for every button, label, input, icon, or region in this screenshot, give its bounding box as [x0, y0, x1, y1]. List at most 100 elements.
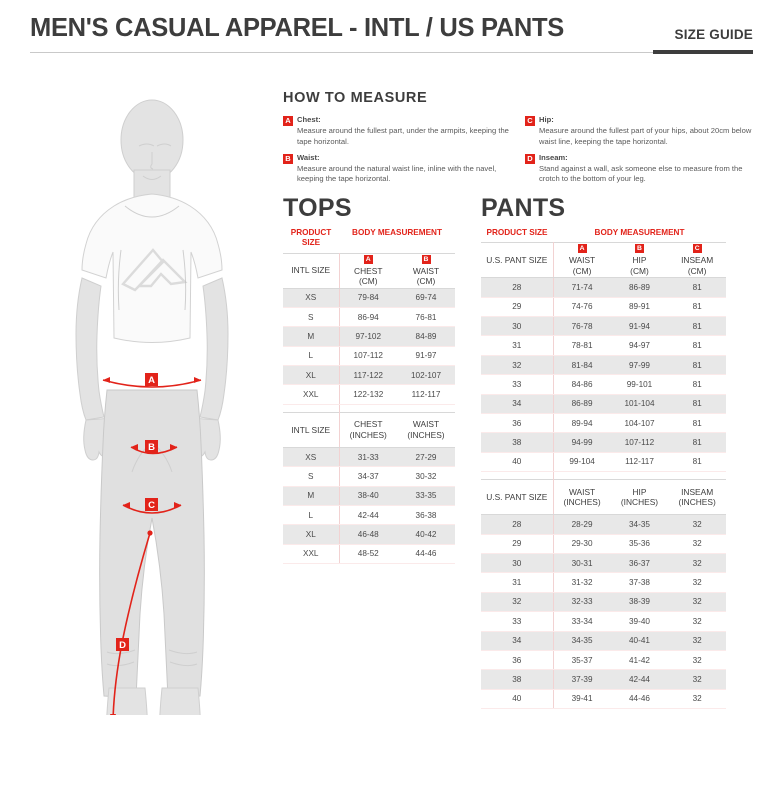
table-row: S 86-94 76-81 [283, 307, 455, 328]
pants-metric-column-header-3: C INSEAM (CM) [668, 242, 726, 279]
svg-text:A: A [148, 375, 155, 386]
pants-imperial-column-header-2: HIP (INCHES) [610, 479, 669, 516]
pants-group-header-body: BODY MEASUREMENT [594, 228, 685, 237]
measurement-cell: 32 [668, 611, 726, 632]
pants-imperial-column-label: HIP (INCHES) [620, 486, 659, 508]
how-to-measure-section: HOW TO MEASURE A Chest: Measure around t… [283, 90, 753, 190]
measurement-cell: 32 [668, 592, 726, 613]
size-cell: S [283, 307, 340, 328]
measurement-cell: 31-33 [338, 447, 397, 468]
table-row: M 38-40 33-35 [283, 486, 455, 507]
pants-size-table-section: PANTS PRODUCT SIZE BODY MEASUREMENT U.S.… [481, 194, 726, 710]
table-row: L 107-112 91-97 [283, 346, 455, 367]
measurement-cell: 99-101 [610, 374, 669, 395]
tops-metric-column-label: INTL SIZE [291, 265, 331, 276]
measurement-cell: 41-42 [610, 650, 669, 671]
measurement-cell: 33-35 [397, 486, 455, 507]
measurement-cell: 32 [668, 650, 726, 671]
mannequin-illustration: .sk { fill:#e3e3e3; stroke:#cfcfcf; stro… [75, 99, 229, 715]
table-row: 28 71-74 86-89 81 [481, 277, 726, 298]
how-to-measure-column-right: C Hip: Measure around the fullest part o… [525, 115, 753, 190]
tops-metric-column-header-2: B WAIST (CM) [397, 252, 455, 289]
spacer-cell [481, 471, 554, 480]
size-cell: XL [283, 365, 340, 386]
size-cell: L [283, 346, 340, 367]
size-cell: XL [283, 524, 340, 545]
table-row: 36 35-37 41-42 32 [481, 650, 726, 671]
measure-term-chest: Chest: [297, 115, 321, 124]
tops-imperial-column-header-1: CHEST (INCHES) [338, 411, 397, 448]
size-cell: 32 [481, 592, 554, 613]
measurement-cell: 107-112 [610, 432, 669, 453]
measurement-cell: 81 [668, 335, 726, 356]
measurement-cell: 107-112 [338, 346, 397, 367]
measurement-cell: 81 [668, 452, 726, 473]
measurement-cell: 27-29 [397, 447, 455, 468]
measurement-cell: 89-94 [552, 413, 611, 434]
measurement-cell: 35-37 [552, 650, 611, 671]
how-to-measure-column-left: A Chest: Measure around the fullest part… [283, 115, 511, 190]
page-title: MEN'S CASUAL APPAREL - INTL / US PANTS [30, 14, 564, 42]
size-guide-tab-underline [653, 50, 753, 54]
measurement-cell: 39-40 [610, 611, 669, 632]
tops-imperial-column-label: INTL SIZE [291, 424, 331, 435]
pants-group-header-size: PRODUCT SIZE [486, 228, 548, 237]
measurement-cell: 32 [668, 553, 726, 574]
table-row: XS 31-33 27-29 [283, 447, 455, 468]
badge-a-icon: A [283, 116, 293, 126]
size-cell: 31 [481, 572, 554, 593]
spacer-cell [668, 471, 726, 480]
size-guide-tab[interactable]: SIZE GUIDE [674, 27, 753, 42]
pants-size-table: U.S. PANT SIZE A WAIST (CM) B HIP (CM) C INSEAM(… [481, 242, 726, 710]
measurement-cell: 81 [668, 277, 726, 298]
size-cell: 33 [481, 374, 554, 395]
table-row: 34 86-89 101-104 81 [481, 394, 726, 414]
measurement-cell: 32 [668, 669, 726, 690]
measure-item-inseam: D Inseam: Stand against a wall, ask some… [525, 153, 753, 186]
pants-imperial-column-header-3: INSEAM (INCHES) [668, 479, 726, 516]
pants-title: PANTS [481, 194, 566, 222]
table-row: XXL 48-52 44-46 [283, 544, 455, 565]
measurement-cell: 34-35 [552, 631, 611, 651]
size-cell: 38 [481, 669, 554, 690]
measurement-figure: .sk { fill:#e3e3e3; stroke:#cfcfcf; stro… [35, 90, 270, 715]
measurement-cell: 42-44 [610, 669, 669, 690]
pants-imperial-header-row: U.S. PANT SIZE WAIST (INCHES) HIP (INCHES) IN… [481, 479, 726, 516]
spacer-cell [339, 404, 397, 413]
measurement-cell: 89-91 [610, 297, 669, 318]
measure-desc-chest: Measure around the fullest part, under t… [297, 126, 509, 146]
svg-text:B: B [148, 442, 155, 453]
measurement-cell: 94-97 [610, 335, 669, 356]
measurement-cell: 33-34 [552, 611, 611, 632]
size-cell: 40 [481, 689, 554, 710]
header-divider [30, 52, 753, 53]
measure-desc-waist: Measure around the natural waist line, i… [297, 163, 497, 184]
measurement-cell: 94-99 [552, 432, 611, 453]
pants-metric-column-header-0: U.S. PANT SIZE [481, 242, 554, 279]
size-cell: 29 [481, 534, 554, 554]
size-cell: XXL [283, 384, 340, 405]
measurement-cell: 37-38 [610, 572, 669, 593]
table-row: S 34-37 30-32 [283, 466, 455, 487]
measurement-cell: 79-84 [338, 288, 397, 308]
measurement-cell: 81 [668, 374, 726, 395]
measurement-cell: 32 [668, 514, 726, 535]
measurement-cell: 32-33 [552, 592, 611, 613]
measurement-cell: 97-99 [610, 355, 669, 376]
badge-a-icon: A [577, 244, 587, 254]
measurement-cell: 44-46 [610, 689, 669, 710]
tops-metric-header-row: INTL SIZE A CHEST (CM) B WAIST (CM) [283, 252, 455, 289]
measurement-cell: 39-41 [552, 689, 611, 710]
table-row: 38 94-99 107-112 81 [481, 432, 726, 453]
measurement-cell: 86-89 [610, 277, 669, 298]
table-row: 31 31-32 37-38 32 [481, 572, 726, 593]
measurement-cell: 81 [668, 355, 726, 376]
svg-text:D: D [119, 640, 126, 651]
measurement-cell: 28-29 [552, 514, 611, 535]
badge-b-icon: B [634, 244, 644, 254]
measurement-cell: 81 [668, 413, 726, 434]
table-row: 30 30-31 36-37 32 [481, 553, 726, 574]
figure-marker-b: B [130, 440, 178, 455]
table-row: 30 76-78 91-94 81 [481, 316, 726, 337]
spacer-cell [553, 471, 611, 480]
